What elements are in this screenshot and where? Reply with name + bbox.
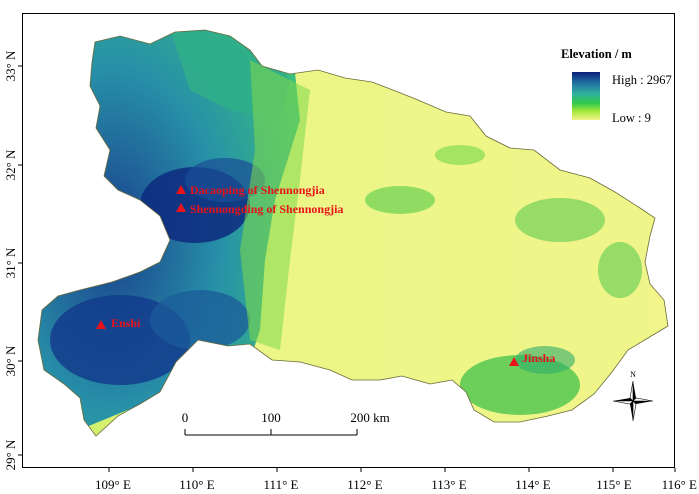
scale-bar: 0 100 200 km bbox=[182, 410, 390, 436]
triangle-marker-icon bbox=[509, 357, 519, 366]
scale-tick-label: 0 bbox=[182, 410, 189, 425]
site-label: Shennongding of Shennongjia bbox=[190, 202, 343, 216]
scale-tick-label: 200 km bbox=[350, 410, 389, 425]
lon-label: 110° E bbox=[179, 477, 214, 492]
lon-label: 109° E bbox=[95, 477, 131, 492]
site-enshi[interactable]: Enshi bbox=[96, 316, 141, 330]
elevation-legend: Elevation / m High : 2967 Low : 9 bbox=[561, 47, 672, 125]
triangle-marker-icon bbox=[176, 185, 186, 194]
province-boundary bbox=[37, 29, 669, 437]
lon-label: 113° E bbox=[431, 477, 466, 492]
site-shennongding[interactable]: Shennongding of Shennongjia bbox=[176, 202, 343, 216]
lon-label: 116° E bbox=[662, 477, 697, 492]
site-jinsha[interactable]: Jinsha bbox=[509, 351, 555, 366]
longitude-labels: 109° E 110° E 111° E 112° E 113° E 114° … bbox=[95, 477, 697, 492]
lon-label: 115° E bbox=[596, 477, 631, 492]
lon-label: 114° E bbox=[515, 477, 550, 492]
lon-label: 112° E bbox=[347, 477, 382, 492]
lon-label: 111° E bbox=[264, 477, 299, 492]
site-label: Enshi bbox=[111, 316, 141, 330]
site-dacaoping[interactable]: Dacaoping of Shennongjia bbox=[176, 183, 325, 197]
legend-high-label: High : 2967 bbox=[612, 73, 672, 87]
north-arrow-icon: N bbox=[612, 370, 654, 422]
longitude-tick-marks bbox=[108, 468, 676, 472]
elevation-raster bbox=[38, 30, 668, 436]
lat-label: 32° N bbox=[3, 149, 18, 180]
site-label: Dacaoping of Shennongjia bbox=[190, 183, 325, 197]
scale-tick-label: 100 bbox=[261, 410, 281, 425]
legend-low-label: Low : 9 bbox=[612, 111, 651, 125]
latitude-tick-marks bbox=[18, 65, 22, 456]
triangle-marker-icon bbox=[96, 320, 106, 329]
lat-label: 30° N bbox=[3, 345, 18, 376]
site-label: Jinsha bbox=[522, 351, 555, 365]
legend-title: Elevation / m bbox=[561, 47, 632, 61]
lat-label: 33° N bbox=[3, 50, 18, 81]
latitude-labels: 33° N 32° N 31° N 30° N 29° N bbox=[3, 50, 18, 470]
legend-color-ramp bbox=[572, 72, 600, 120]
north-label: N bbox=[630, 370, 636, 379]
lat-label: 29° N bbox=[3, 439, 18, 470]
triangle-marker-icon bbox=[176, 203, 186, 212]
lat-label: 31° N bbox=[3, 247, 18, 278]
